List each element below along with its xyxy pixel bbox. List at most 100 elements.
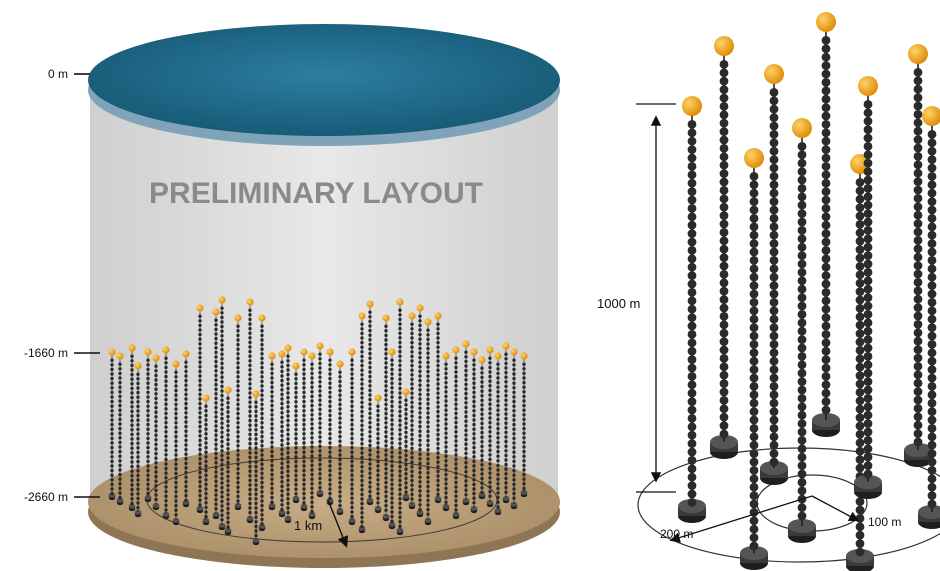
optical-module: [302, 422, 306, 427]
optical-module: [384, 439, 388, 443]
optical-module: [280, 420, 284, 424]
optical-module: [154, 493, 158, 497]
optical-module: [214, 424, 218, 428]
optical-module: [294, 372, 298, 376]
optical-module: [512, 376, 516, 381]
optical-module: [294, 459, 298, 464]
optical-module: [146, 404, 150, 408]
optical-module: [220, 504, 224, 508]
optical-module: [496, 491, 500, 495]
optical-module: [164, 466, 168, 471]
optical-module: [226, 433, 230, 437]
optical-module: [270, 472, 274, 477]
optical-module: [410, 373, 414, 377]
optical-module: [214, 382, 218, 387]
optical-module: [444, 454, 448, 458]
optical-module: [464, 396, 468, 400]
optical-module: [410, 419, 414, 423]
optical-module: [472, 445, 476, 450]
optical-module: [436, 368, 440, 372]
optical-module: [927, 474, 937, 484]
optical-module: [927, 457, 937, 467]
optical-module: [376, 427, 380, 431]
optical-module: [310, 380, 314, 385]
optical-module: [749, 499, 759, 509]
optical-module: [504, 361, 508, 366]
optical-module: [146, 418, 150, 422]
optical-module: [522, 408, 526, 412]
optical-module: [136, 441, 140, 445]
optical-module: [797, 478, 807, 487]
optical-module: [254, 501, 258, 506]
optical-module: [164, 439, 168, 443]
optical-module: [472, 367, 476, 372]
optical-module: [821, 212, 831, 222]
optical-module: [376, 482, 380, 487]
detection-string: [348, 348, 356, 526]
buoy: [816, 12, 836, 32]
optical-module: [118, 399, 122, 403]
optical-module: [248, 460, 252, 464]
buoy: [300, 348, 308, 356]
optical-module: [360, 368, 364, 372]
optical-module: [398, 414, 402, 418]
optical-module: [110, 436, 114, 441]
optical-module: [270, 445, 274, 449]
optical-module: [110, 395, 114, 399]
optical-module: [687, 498, 697, 507]
optical-module: [390, 376, 394, 381]
optical-module: [927, 247, 937, 257]
optical-module: [436, 414, 440, 418]
optical-module: [496, 459, 500, 463]
optical-module: [426, 360, 430, 365]
buoy: [316, 342, 324, 350]
detection-string: [374, 394, 382, 514]
optical-module: [687, 447, 697, 457]
optical-module: [927, 180, 937, 190]
optical-module: [821, 44, 831, 54]
optical-module: [236, 494, 240, 499]
optical-module: [390, 358, 394, 362]
optical-module: [226, 419, 230, 423]
optical-module: [398, 308, 402, 312]
optical-module: [110, 390, 114, 395]
optical-module: [821, 405, 831, 415]
optical-module: [310, 385, 314, 389]
optical-module: [522, 399, 526, 403]
optical-module: [418, 480, 422, 484]
optical-module: [464, 479, 468, 483]
optical-module: [376, 501, 380, 505]
optical-module: [454, 494, 458, 498]
optical-module: [522, 459, 526, 463]
optical-module: [220, 393, 224, 398]
optical-module: [522, 486, 526, 491]
optical-module: [426, 443, 430, 447]
buoy: [416, 304, 424, 312]
optical-module: [913, 101, 923, 111]
optical-module: [286, 359, 290, 363]
optical-module: [280, 461, 284, 466]
optical-module: [927, 340, 937, 349]
optical-module: [184, 420, 188, 424]
optical-module: [318, 472, 322, 476]
optical-module: [913, 320, 923, 329]
optical-module: [220, 384, 224, 389]
optical-module: [404, 476, 408, 481]
optical-module: [270, 403, 274, 408]
optical-module: [220, 472, 224, 476]
optical-module: [146, 363, 150, 367]
optical-module: [480, 481, 484, 485]
optical-module: [294, 473, 298, 478]
optical-module: [454, 425, 458, 429]
optical-module: [719, 387, 729, 397]
optical-module: [248, 474, 252, 478]
optical-module: [338, 393, 342, 397]
optical-module: [302, 418, 306, 422]
optical-module: [797, 402, 807, 412]
optical-module: [270, 380, 274, 385]
optical-module: [398, 455, 402, 460]
optical-module: [146, 376, 150, 381]
optical-module: [286, 464, 290, 469]
optical-module: [174, 384, 178, 388]
optical-module: [226, 405, 230, 410]
